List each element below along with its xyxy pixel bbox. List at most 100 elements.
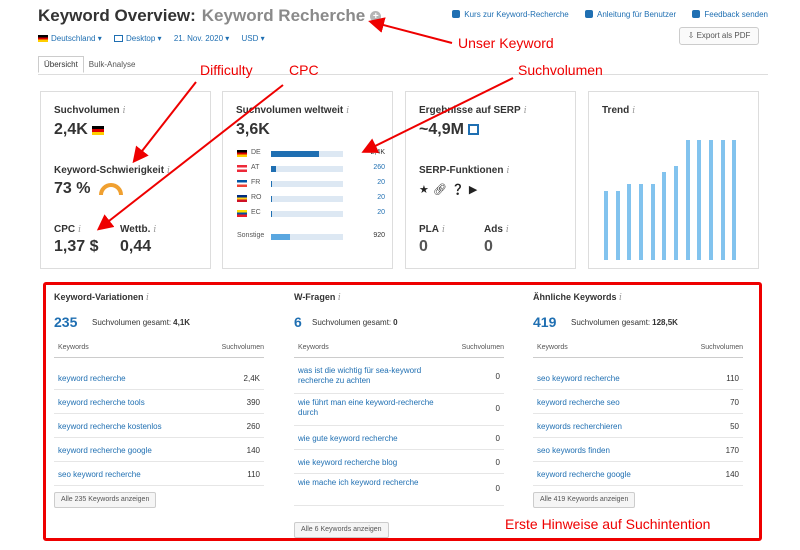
column-title-text: Ähnliche Keywords (533, 292, 617, 302)
keyword-link[interactable]: seo keywords finden (537, 446, 610, 455)
keyword-volume: 2,4K (243, 374, 260, 383)
country-select[interactable]: Deutschland ▾ (38, 34, 102, 43)
tab-bulk-analysis[interactable]: Bulk-Analyse (88, 60, 136, 69)
show-all-keywords-button[interactable]: Alle 419 Keywords anzeigen (533, 492, 636, 508)
keyword-link[interactable]: keyword recherche (58, 374, 126, 383)
export-label: Export als PDF (696, 31, 751, 40)
table-row: seo keyword recherche 110 (54, 464, 264, 486)
keyword-volume: 110 (247, 470, 260, 479)
tab-overview[interactable]: Übersicht (38, 56, 84, 73)
keyword-volume: 140 (725, 470, 739, 479)
show-all-keywords-button[interactable]: Alle 235 Keywords anzeigen (54, 492, 157, 508)
keyword-link[interactable]: seo keyword recherche (537, 374, 620, 383)
keyword-link[interactable]: keyword recherche google (58, 446, 152, 455)
info-icon[interactable]: i (505, 225, 509, 235)
global-volume-label-text: Suchvolumen weltweit (236, 105, 344, 116)
keyword-count[interactable]: 235 (54, 314, 78, 330)
keyword-link[interactable]: wie mache ich keyword recherche (298, 478, 419, 487)
difficulty-gauge-icon (99, 183, 123, 196)
table-row: seo keyword recherche 110 (533, 368, 743, 390)
country-row: AT 260 (237, 164, 385, 174)
volume-value-text: 2,4K (54, 121, 88, 138)
info-icon[interactable]: i (78, 225, 82, 235)
keyword-link[interactable]: keywords recherchieren (537, 422, 622, 431)
keyword-volume: 70 (730, 398, 739, 407)
questions-column: W-Fragen i 6 Suchvolumen gesamt: 0 Keywords S… (294, 292, 504, 538)
table-row: keyword recherche google 140 (54, 440, 264, 462)
currency-select[interactable]: USD ▾ (241, 34, 265, 43)
table-row: keyword recherche kostenlos 260 (54, 416, 264, 438)
link-icon: 🔗︎ (432, 184, 451, 196)
info-icon[interactable]: i (146, 293, 149, 303)
trend-chart (603, 134, 743, 260)
export-pdf-button[interactable]: ⇩ Export als PDF (679, 27, 759, 45)
keyword-link[interactable]: keyword recherche seo (537, 398, 620, 407)
serp-feature-icons: ★🔗︎❓︎▶ (419, 183, 481, 196)
keyword-count[interactable]: 6 (294, 314, 302, 330)
table-row: keyword recherche tools 390 (54, 392, 264, 414)
course-link[interactable]: Kurs zur Keyword-Recherche (452, 10, 569, 19)
serp-snapshot-icon[interactable] (468, 124, 480, 135)
show-all-keywords-button[interactable]: Alle 6 Keywords anzeigen (294, 522, 389, 538)
feedback-link-label: Feedback senden (704, 10, 768, 19)
country-value: 20 (377, 209, 385, 216)
country-code: AT (251, 164, 260, 171)
flag-de-icon (38, 35, 48, 42)
info-icon[interactable]: i (122, 106, 126, 116)
keyword-link[interactable]: keyword recherche tools (58, 398, 145, 407)
keyword-count[interactable]: 419 (533, 314, 557, 330)
keyword-link[interactable]: wie führt man eine keyword-recherche dur… (298, 398, 434, 417)
keyword-link[interactable]: keyword recherche google (537, 470, 631, 479)
keyword-link[interactable]: wie keyword recherche blog (298, 458, 398, 467)
country-bar-track (271, 181, 343, 187)
keyword-link[interactable]: wie gute keyword recherche (298, 434, 398, 443)
keyword-volume: 0 (495, 458, 500, 467)
table-row: wie gute keyword recherche 0 (294, 428, 504, 450)
serp-results-label-text: Ergebnisse auf SERP (419, 105, 521, 116)
keyword-volume: 170 (725, 446, 739, 455)
keyword-link[interactable]: seo keyword recherche (58, 470, 141, 479)
competition-value: 0,44 (120, 238, 152, 255)
flag-icon (237, 150, 247, 157)
country-code: DE (251, 149, 261, 156)
header-volume: Suchvolumen (700, 344, 743, 351)
volume-label: Suchvolumen i (54, 105, 125, 116)
info-icon[interactable]: i (632, 106, 636, 116)
info-icon[interactable]: i (167, 166, 170, 176)
table-header: Keywords Suchvolumen (54, 342, 264, 358)
flag-icon (237, 195, 247, 202)
desktop-icon (113, 35, 123, 42)
info-icon[interactable]: i (506, 166, 510, 176)
keyword-link[interactable]: was ist die wichtig für sea-keyword rech… (298, 366, 422, 385)
info-icon[interactable]: i (523, 106, 527, 116)
trend-bar (604, 190, 608, 260)
page-title: Keyword Overview: Keyword Recherche + (38, 6, 382, 26)
info-icon[interactable]: i (442, 225, 445, 235)
info-icon[interactable]: i (337, 293, 341, 303)
page-title-label: Keyword Overview: (38, 6, 196, 25)
total-volume-label: Suchvolumen gesamt: (571, 318, 651, 327)
star-icon: ★ (419, 184, 433, 196)
info-icon[interactable]: i (153, 225, 157, 235)
cpc-label-text: CPC (54, 224, 76, 235)
difficulty-label-text: Keyword-Schwierigkeit (54, 165, 165, 176)
country-value: 20 (377, 179, 385, 186)
serp-features-label: SERP-Funktionen i (419, 165, 509, 176)
date-select[interactable]: 21. Nov. 2020 ▾ (173, 34, 230, 43)
volume-value: 2,4K (54, 121, 107, 139)
course-link-label: Kurs zur Keyword-Recherche (464, 10, 569, 19)
tab-bar: Übersicht Bulk-Analyse (38, 56, 140, 74)
info-icon[interactable]: i (346, 106, 350, 116)
info-icon[interactable]: i (619, 293, 622, 303)
guide-link[interactable]: Anleitung für Benutzer (584, 10, 676, 19)
add-keyword-icon[interactable]: + (370, 11, 382, 22)
annotation-intent: Erste Hinweise auf Suchintention (505, 516, 711, 532)
keyword-link[interactable]: keyword recherche kostenlos (58, 422, 162, 431)
feedback-link[interactable]: Feedback senden (692, 10, 768, 19)
trend-label: Trend i (602, 105, 635, 116)
related-keywords-column: Ähnliche Keywords i 419 Suchvolumen gesamt… (533, 292, 743, 508)
device-select[interactable]: Desktop ▾ (113, 34, 162, 43)
country-value: 920 (373, 232, 385, 239)
graduation-icon (452, 10, 461, 18)
country-code: EC (251, 209, 261, 216)
